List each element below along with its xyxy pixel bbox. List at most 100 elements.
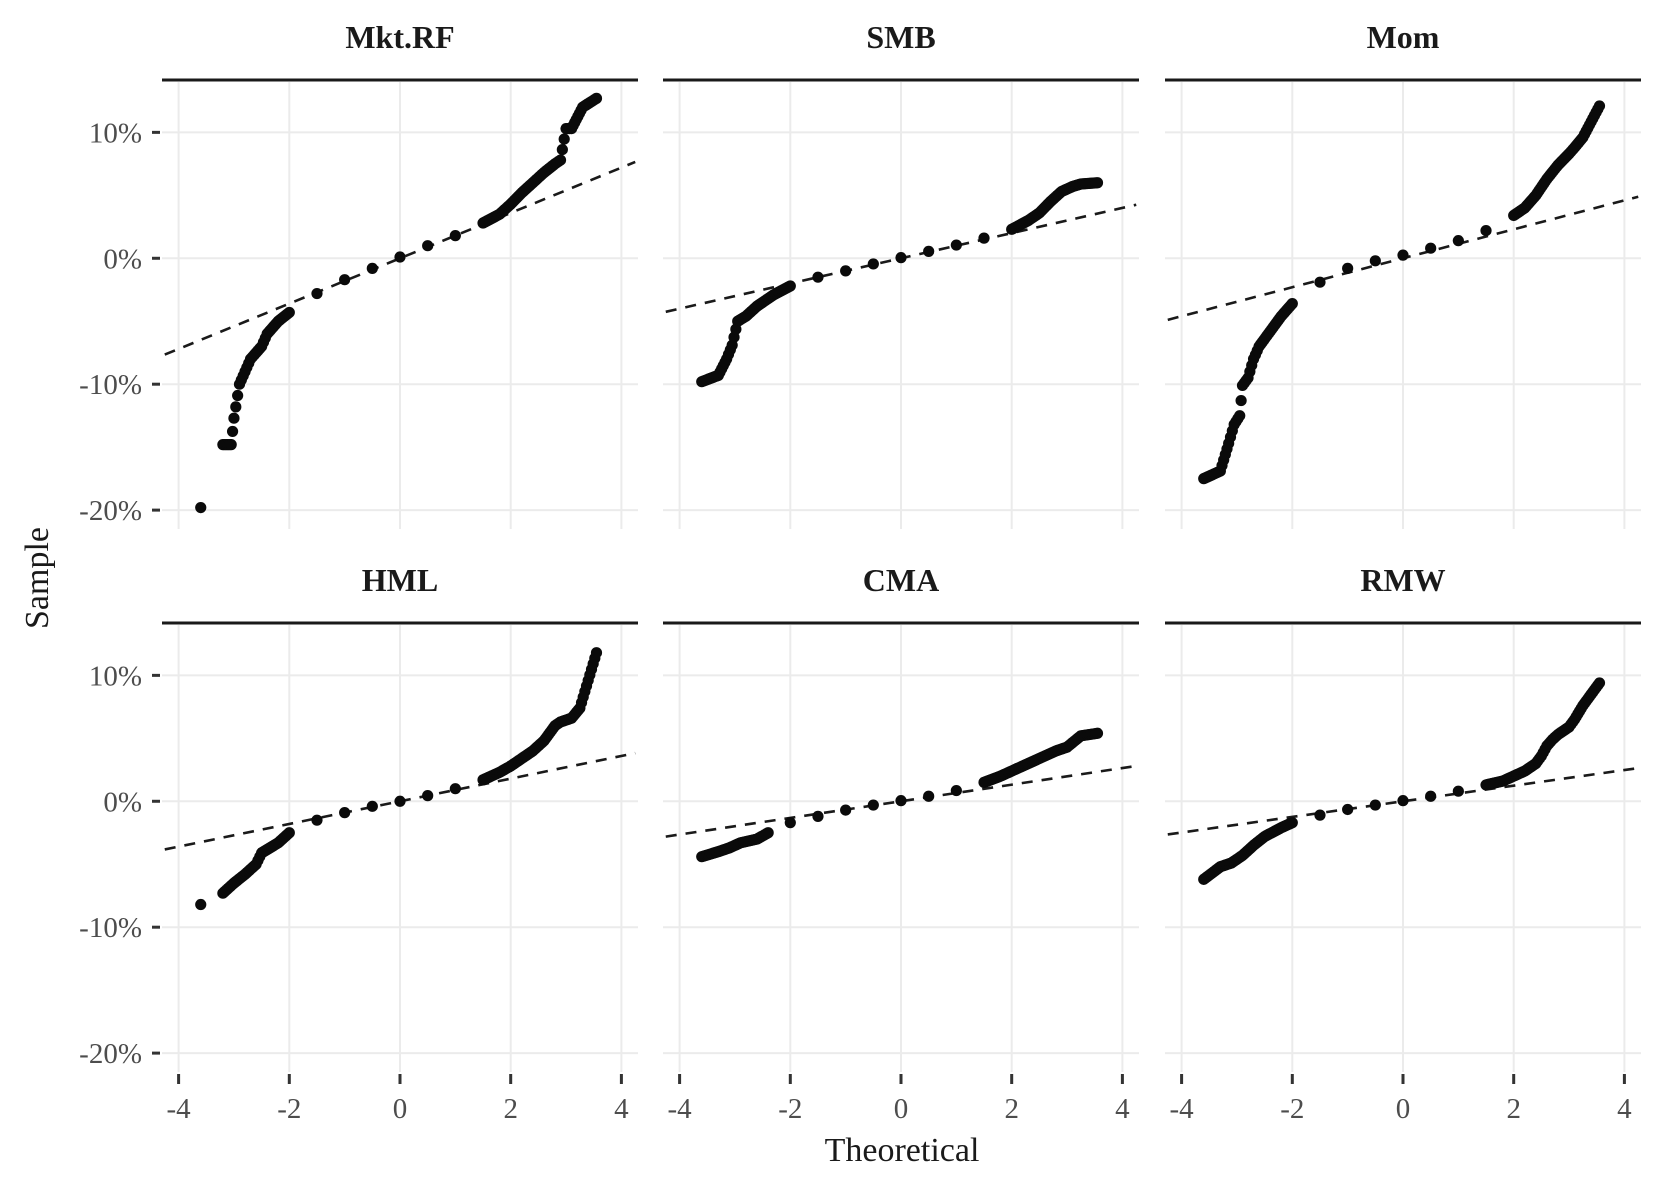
data-point xyxy=(1397,249,1409,261)
data-point xyxy=(950,239,962,251)
data-point xyxy=(422,790,434,802)
facet-strip-label: Mkt.RF xyxy=(345,19,454,55)
facet-strip-label: HML xyxy=(362,562,438,598)
data-point xyxy=(1480,224,1492,237)
panel-mkt-rf: Mkt.RF -20% -10% 0% 10% xyxy=(79,19,638,529)
x-axis-title: Theoretical xyxy=(825,1132,980,1169)
x-tick-label: 0 xyxy=(894,1093,909,1125)
data-point xyxy=(1369,255,1381,267)
data-point xyxy=(762,827,774,839)
data-point xyxy=(923,245,935,257)
y-tick-label: -10% xyxy=(79,369,142,401)
data-point xyxy=(230,401,242,413)
facet-strip-label: CMA xyxy=(863,562,939,598)
data-point xyxy=(1397,795,1409,807)
data-point xyxy=(867,799,879,811)
data-point xyxy=(867,258,879,270)
data-point xyxy=(1593,100,1606,112)
data-point xyxy=(923,790,935,802)
x-tick-label: 0 xyxy=(393,1093,408,1125)
data-point xyxy=(283,827,295,839)
y-tick-label: -10% xyxy=(79,912,142,944)
data-point xyxy=(232,389,244,402)
data-point xyxy=(339,274,351,286)
data-point xyxy=(311,814,323,826)
x-tick-label: -2 xyxy=(1280,1093,1304,1125)
data-point xyxy=(895,795,907,807)
data-point xyxy=(1425,790,1437,802)
panel-cma: CMA -4 -2 0 2 4 xyxy=(663,562,1139,1125)
data-point xyxy=(950,784,962,797)
data-point xyxy=(339,807,351,819)
data-point xyxy=(311,287,323,300)
data-point xyxy=(554,154,567,166)
x-tick-label: -2 xyxy=(277,1093,301,1125)
data-point xyxy=(1234,410,1246,422)
data-point xyxy=(840,265,852,277)
panel-hml: HML -20% -10% 0% 10% -4 -2 0 2 4 xyxy=(79,562,638,1125)
data-point xyxy=(1091,727,1104,739)
x-tick-label: 2 xyxy=(503,1093,518,1125)
x-tick-label: 4 xyxy=(614,1093,629,1125)
facet-strip-label: RMW xyxy=(1360,562,1445,598)
panels-layer: Mkt.RF -20% -10% 0% 10% SMB Mom HML -20% -10% 0% 10… xyxy=(79,19,1641,1125)
data-point xyxy=(784,280,796,292)
data-point xyxy=(558,133,570,145)
data-point xyxy=(1342,803,1354,816)
y-tick-label: 10% xyxy=(89,117,142,149)
data-point xyxy=(394,795,406,807)
data-point xyxy=(1369,799,1381,811)
y-tick-label: -20% xyxy=(79,495,142,527)
data-point xyxy=(226,425,239,438)
data-point xyxy=(1452,235,1464,247)
data-point xyxy=(1314,809,1326,821)
data-point xyxy=(394,251,406,263)
data-point xyxy=(195,898,207,911)
data-point xyxy=(840,804,852,816)
data-point xyxy=(1425,242,1437,254)
data-point xyxy=(784,817,796,829)
facet-strip-label: SMB xyxy=(866,19,935,55)
data-point xyxy=(1342,262,1354,274)
data-point xyxy=(422,240,434,252)
facet-strip-label: Mom xyxy=(1367,19,1440,55)
data-point xyxy=(1286,298,1298,310)
data-point xyxy=(978,232,990,244)
panel-mom: Mom xyxy=(1165,19,1641,529)
data-point xyxy=(1091,177,1104,189)
data-point xyxy=(228,412,240,424)
y-tick-label: 0% xyxy=(103,786,142,818)
panel-smb: SMB xyxy=(663,19,1139,529)
x-tick-label: 2 xyxy=(1506,1093,1521,1125)
x-tick-label: -4 xyxy=(1170,1093,1195,1125)
data-point xyxy=(590,92,603,104)
x-tick-label: -2 xyxy=(778,1093,802,1125)
data-point xyxy=(556,143,568,156)
data-point xyxy=(366,262,378,274)
data-point xyxy=(1286,817,1298,829)
y-tick-label: 0% xyxy=(103,243,142,275)
data-point xyxy=(1314,276,1326,288)
data-point xyxy=(283,306,295,319)
x-tick-label: -4 xyxy=(668,1093,693,1125)
data-point xyxy=(895,252,907,264)
data-point xyxy=(1235,394,1247,407)
x-tick-label: 4 xyxy=(1617,1093,1632,1125)
y-tick-label: 10% xyxy=(89,660,142,692)
data-point xyxy=(366,800,378,812)
y-axis-title: Sample xyxy=(19,527,56,629)
x-tick-label: 4 xyxy=(1115,1093,1130,1125)
y-tick-label: -20% xyxy=(79,1038,142,1070)
data-point xyxy=(195,501,207,514)
data-point xyxy=(812,271,824,283)
x-tick-label: 2 xyxy=(1004,1093,1019,1125)
data-point xyxy=(590,647,603,659)
data-point xyxy=(225,439,237,451)
data-point xyxy=(449,230,461,242)
x-tick-label: 0 xyxy=(1396,1093,1411,1125)
data-point xyxy=(449,783,461,795)
x-tick-label: -4 xyxy=(167,1093,192,1125)
panel-rmw: RMW -4 -2 0 2 4 xyxy=(1165,562,1641,1125)
